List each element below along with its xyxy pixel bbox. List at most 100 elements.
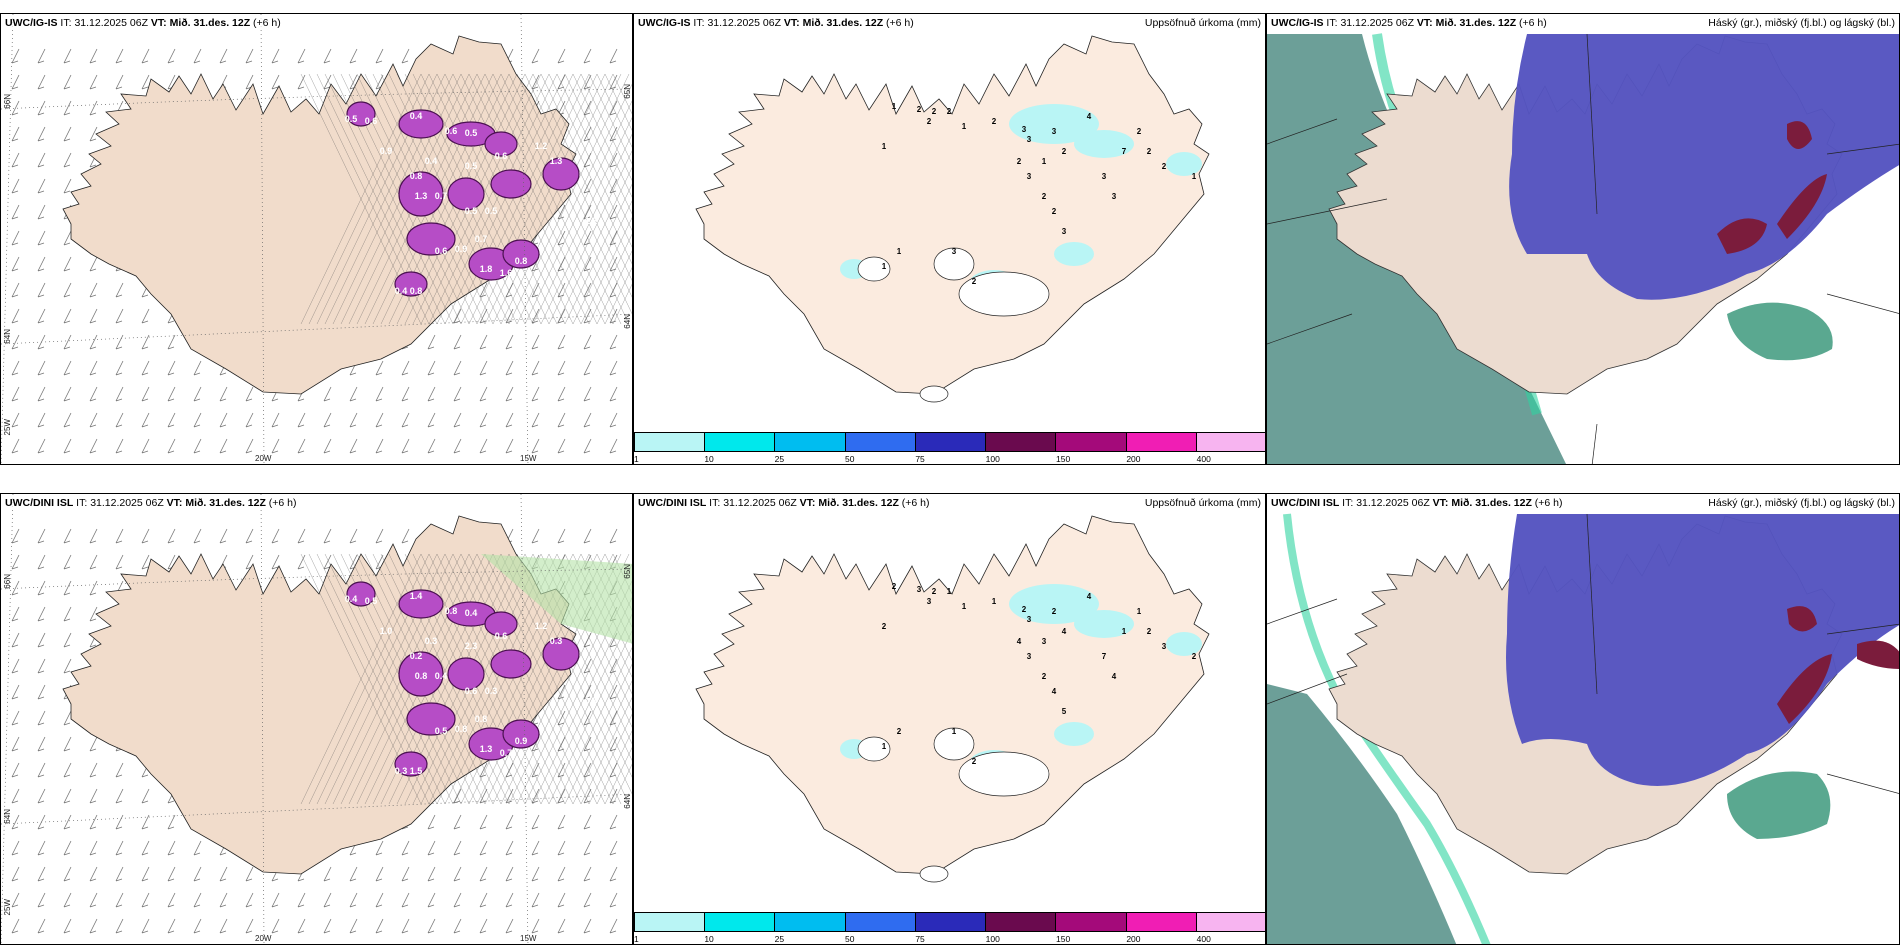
wind-barb bbox=[11, 814, 20, 830]
wind-barb bbox=[479, 866, 488, 882]
wind-barb bbox=[11, 736, 20, 752]
precip-value-label: 7 bbox=[1102, 652, 1107, 661]
wind-barb bbox=[531, 360, 540, 376]
wind-barb bbox=[115, 308, 124, 324]
wind-barb bbox=[167, 360, 176, 376]
precip-value-label: 5 bbox=[1062, 707, 1067, 716]
wind-barb bbox=[583, 840, 592, 856]
colorbar-tick-label: 25 bbox=[774, 454, 785, 464]
wind-barb bbox=[557, 438, 566, 454]
precip-value-label: 0.3 bbox=[425, 636, 438, 646]
wind-barb bbox=[37, 736, 46, 752]
lon-label: 20W bbox=[255, 454, 272, 463]
vt-value: Mið. 31.des. 12Z bbox=[185, 497, 266, 509]
hatch-line bbox=[604, 747, 632, 805]
hatch-line bbox=[572, 73, 632, 198]
wind-barb bbox=[63, 178, 72, 194]
precip-value-label: 2 bbox=[1162, 162, 1167, 171]
wind-barb bbox=[583, 48, 592, 64]
row2-left-title: UWC/DINI ISL IT: 31.12.2025 06Z VT: Mið.… bbox=[3, 497, 299, 509]
colorbar-swatch bbox=[1196, 433, 1265, 451]
wind-barb bbox=[11, 308, 20, 324]
lat-label: 65N bbox=[623, 564, 632, 579]
precip-value-label: 2 bbox=[1062, 147, 1067, 156]
precip-values-layer: 0.4 0.50.8 0.41.41.00.30.8 0.42.30.20.61.20… bbox=[345, 591, 598, 776]
wind-barb bbox=[323, 918, 332, 934]
wind-barb bbox=[193, 840, 202, 856]
wind-barb bbox=[167, 814, 176, 830]
wind-barb bbox=[167, 528, 176, 544]
lat-label: 64N bbox=[623, 794, 632, 809]
wind-barb bbox=[89, 528, 98, 544]
wind-barb bbox=[37, 282, 46, 298]
precip-value-label: 3 bbox=[1027, 652, 1032, 661]
glacier-outline bbox=[919, 865, 949, 883]
precip-value-label: 4 bbox=[1112, 672, 1117, 681]
wind-barb bbox=[453, 866, 462, 882]
it-label: IT: bbox=[693, 17, 705, 29]
precip-value-label: 1.2 bbox=[585, 216, 598, 226]
wind-barb bbox=[245, 412, 254, 428]
wind-barb bbox=[479, 814, 488, 830]
wind-barb bbox=[193, 918, 202, 934]
wind-barb bbox=[37, 788, 46, 804]
wind-barb bbox=[505, 866, 514, 882]
precip-value-label: 0.5 bbox=[465, 161, 478, 171]
wind-barb bbox=[37, 178, 46, 194]
wind-barb bbox=[37, 580, 46, 596]
colorbar: 1 10 25 50 75 100 150 200 400 bbox=[634, 912, 1265, 944]
wind-barb bbox=[375, 48, 384, 64]
wind-barb bbox=[115, 334, 124, 350]
wind-barb bbox=[479, 386, 488, 402]
wind-barb bbox=[453, 386, 462, 402]
wind-barb bbox=[115, 554, 124, 570]
hatch-line bbox=[548, 150, 632, 325]
wind-barb bbox=[89, 100, 98, 116]
lon-label: 15W bbox=[520, 934, 537, 943]
wind-barb bbox=[297, 438, 306, 454]
precip-value-label: 0.5 bbox=[585, 696, 598, 706]
high-cloud-streaks bbox=[1283, 513, 1491, 944]
precip-value-label: 4 bbox=[1087, 112, 1092, 121]
it-value: 31.12.2025 06Z bbox=[1340, 17, 1414, 29]
wind-barb bbox=[11, 840, 20, 856]
wind-barb bbox=[531, 918, 540, 934]
precip-value-label: 0.8 bbox=[475, 714, 488, 724]
precip-value-label: 1 bbox=[962, 122, 967, 131]
precip-value-label: 1 bbox=[892, 102, 897, 111]
precip-value-label: 4 bbox=[1087, 592, 1092, 601]
wind-barb bbox=[401, 386, 410, 402]
precip-value-label: 0.9 bbox=[515, 736, 528, 746]
glacier-outline bbox=[919, 385, 949, 403]
wind-barb bbox=[505, 814, 514, 830]
precip-value-label: 1.8 bbox=[480, 264, 493, 274]
cloud-layers-label: Háský (gr.), miðský (fj.bl.) og lágský (… bbox=[1708, 497, 1895, 509]
wind-barb bbox=[557, 684, 566, 700]
wind-barb bbox=[271, 528, 280, 544]
wind-barb bbox=[115, 892, 124, 908]
precip-blob bbox=[484, 131, 518, 157]
wind-barb bbox=[63, 710, 72, 726]
wind-barb bbox=[375, 840, 384, 856]
precip-value-label: 3 bbox=[1102, 172, 1107, 181]
colorbar-swatches bbox=[634, 432, 1265, 452]
wind-barb bbox=[323, 554, 332, 570]
wind-barb bbox=[193, 48, 202, 64]
wind-barb bbox=[63, 152, 72, 168]
lat-label: 64N bbox=[623, 314, 632, 329]
lon-label: 20W bbox=[255, 934, 272, 943]
low-cloud-layer bbox=[1777, 606, 1899, 724]
colorbar-ticks: 1 10 25 50 75 100 150 200 400 bbox=[634, 932, 1265, 944]
wind-barb bbox=[89, 580, 98, 596]
precip-value-label: 2 bbox=[1147, 147, 1152, 156]
wind-barb bbox=[427, 918, 436, 934]
wind-barb bbox=[11, 152, 20, 168]
precip-value-label: 2 bbox=[892, 582, 897, 591]
wind-barb bbox=[37, 438, 46, 454]
wind-barb bbox=[583, 386, 592, 402]
wind-barb bbox=[609, 814, 618, 830]
precip-value-label: 0.5 bbox=[465, 128, 478, 138]
wind-barb bbox=[141, 840, 150, 856]
wind-barb bbox=[115, 48, 124, 64]
